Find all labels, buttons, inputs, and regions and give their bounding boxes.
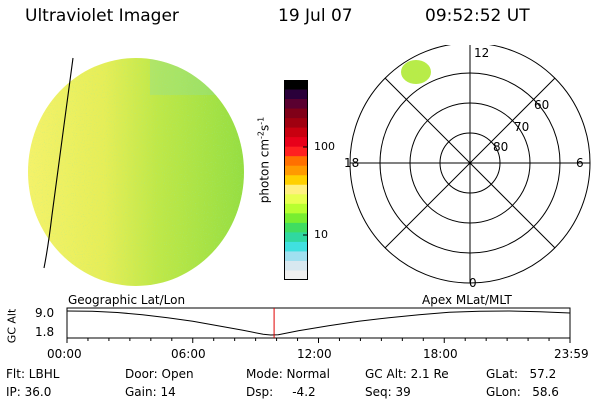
x-tick-1: 06:00 <box>171 347 206 361</box>
x-tick-0: 00:00 <box>47 347 82 361</box>
colorbar-segment <box>284 80 308 91</box>
colorbar-segment <box>284 127 308 138</box>
x-tick-4: 23:59 <box>554 347 589 361</box>
colorbar-segment <box>284 232 308 243</box>
lat-label-60: 60 <box>534 98 550 112</box>
colorbar-segment <box>284 270 308 280</box>
colorbar-segment <box>284 194 308 205</box>
colorbar-segment <box>284 89 308 100</box>
colorbar-segment <box>284 213 308 224</box>
colorbar-segment <box>284 175 308 186</box>
altitude-curve <box>66 310 571 336</box>
colorbar-segment <box>284 118 308 129</box>
mode-value: Mode: Normal <box>246 367 330 381</box>
lat-label-80: 80 <box>493 140 509 154</box>
colorbar-segment <box>284 241 308 253</box>
colorbar-segment <box>284 99 308 110</box>
seq-value: Seq: 39 <box>365 385 411 399</box>
gc-alt-value: GC Alt: 2.1 Re <box>365 367 449 381</box>
colorbar-tick-100: 100 <box>314 140 335 153</box>
ip-value: IP: 36.0 <box>6 385 52 399</box>
colorbar-segment <box>284 251 308 262</box>
x-tick-3: 18:00 <box>423 347 458 361</box>
glat-value: GLat: 57.2 <box>486 367 557 381</box>
colorbar-segment <box>284 165 308 176</box>
colorbar-segment <box>284 137 308 148</box>
gain-value: Gain: 14 <box>125 385 176 399</box>
terminator-line <box>43 57 74 269</box>
mlt-label-0: 0 <box>469 276 477 290</box>
timeline-ymax: 9.0 <box>35 306 55 320</box>
instrument-title: Ultraviolet Imager <box>25 6 179 26</box>
colorbar-tick-10: 10 <box>314 228 328 241</box>
mlt-label-18: 18 <box>344 156 360 170</box>
colorbar-segment <box>284 260 308 272</box>
mlt-label-12: 12 <box>474 46 490 60</box>
colorbar <box>284 80 308 280</box>
x-tick-2: 12:00 <box>297 347 332 361</box>
timeline-ymin: 1.8 <box>35 325 55 339</box>
date-label: 19 Jul 07 <box>278 6 353 26</box>
lat-label-70: 70 <box>514 120 530 134</box>
glon-value: GLon: 58.6 <box>486 385 559 399</box>
polar-plot <box>349 45 591 284</box>
colorbar-segment <box>284 108 308 119</box>
mlt-line-diag2 <box>384 77 556 249</box>
dsp-value: Dsp: -4.2 <box>246 385 316 399</box>
mlt-label-6: 6 <box>576 156 584 170</box>
altitude-timeline <box>66 307 571 343</box>
colorbar-unit-label: photon cm-2s-1 <box>256 116 272 204</box>
door-value: Door: Open <box>125 367 194 381</box>
colorbar-segment <box>284 222 308 233</box>
filter-value: Flt: LBHL <box>6 367 60 381</box>
colorbar-segment <box>284 184 308 195</box>
timeline-right-label: Apex MLat/MLT <box>422 293 512 307</box>
colorbar-segment <box>284 146 308 157</box>
time-label: 09:52:52 UT <box>425 6 530 26</box>
timeline-left-label: Geographic Lat/Lon <box>68 293 186 307</box>
uv-disk-image <box>28 57 244 286</box>
colorbar-segment <box>284 156 308 167</box>
colorbar-segment <box>284 203 308 214</box>
